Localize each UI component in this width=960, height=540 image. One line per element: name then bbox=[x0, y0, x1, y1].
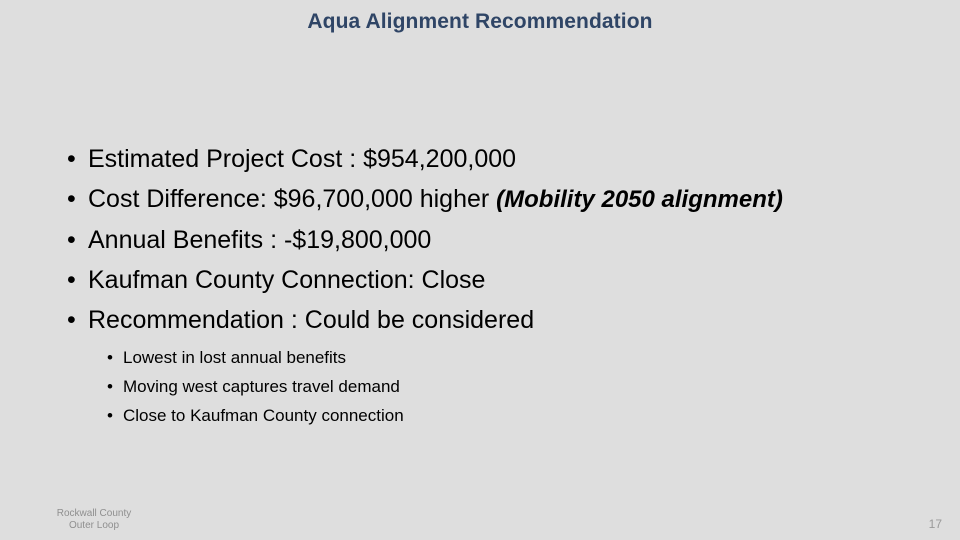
sub-bullet-text: Lowest in lost annual benefits bbox=[123, 348, 347, 367]
footer-brand-line1: Rockwall County bbox=[56, 508, 132, 519]
bullet-dot-icon: • bbox=[67, 226, 76, 254]
page-number: 17 bbox=[928, 517, 942, 531]
bullet-list-level2: • Lowest in lost annual benefits • Movin… bbox=[62, 345, 922, 428]
bullet-note: (Mobility 2050 alignment) bbox=[496, 186, 783, 213]
bullet-dot-icon: • bbox=[107, 348, 113, 367]
bullet-text: Kaufman County Connection: Close bbox=[88, 266, 486, 294]
list-item: • Lowest in lost annual benefits bbox=[107, 345, 922, 370]
bullet-dot-icon: • bbox=[67, 266, 76, 294]
list-item: • Kaufman County Connection: Close bbox=[62, 265, 922, 295]
bullet-dot-icon: • bbox=[107, 377, 113, 396]
bullet-list-level1: • Estimated Project Cost : $954,200,000 … bbox=[62, 144, 922, 335]
slide-body: • Estimated Project Cost : $954,200,000 … bbox=[62, 144, 922, 432]
sub-bullet-text: Moving west captures travel demand bbox=[123, 377, 400, 396]
list-item: • Recommendation : Could be considered bbox=[62, 305, 922, 335]
bullet-dot-icon: • bbox=[67, 145, 76, 173]
bullet-dot-icon: • bbox=[67, 306, 76, 334]
bullet-text: Recommendation : Could be considered bbox=[88, 306, 535, 334]
footer-brand-line2: Outer Loop bbox=[68, 520, 120, 531]
list-item: • Close to Kaufman County connection bbox=[107, 403, 922, 428]
bullet-text: Estimated Project Cost : $954,200,000 bbox=[88, 145, 517, 173]
bullet-text: Annual Benefits : -$19,800,000 bbox=[88, 226, 432, 254]
sub-bullet-text: Close to Kaufman County connection bbox=[123, 406, 404, 425]
bullet-dot-icon: • bbox=[107, 406, 113, 425]
footer-brand: Rockwall County Outer Loop bbox=[24, 508, 164, 532]
list-item: • Moving west captures travel demand bbox=[107, 374, 922, 399]
list-item: • Estimated Project Cost : $954,200,000 bbox=[62, 144, 922, 174]
bullet-text: Cost Difference: $96,700,000 higher bbox=[88, 185, 497, 213]
bullet-dot-icon: • bbox=[67, 185, 76, 213]
page-title: Aqua Alignment Recommendation bbox=[307, 10, 653, 33]
list-item: • Annual Benefits : -$19,800,000 bbox=[62, 225, 922, 255]
list-item: • Cost Difference: $96,700,000 higher (M… bbox=[62, 184, 922, 215]
